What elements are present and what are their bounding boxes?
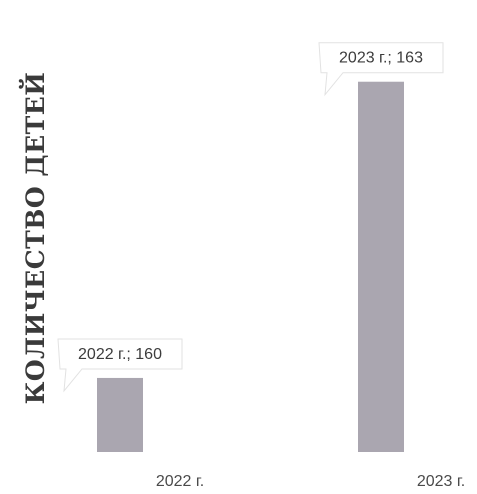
data-label-0: 2022 г.; 160 bbox=[78, 346, 162, 363]
x-tick-labels-group: 2022 г. 2023 г. bbox=[156, 473, 465, 490]
data-label-callout-0 bbox=[57, 338, 183, 393]
x-tick-label-1: 2023 г. bbox=[417, 473, 465, 490]
bar-1 bbox=[358, 81, 404, 452]
data-labels-group: 2022 г.; 160 2023 г.; 163 bbox=[57, 42, 444, 393]
x-tick-label-0: 2022 г. bbox=[156, 473, 204, 490]
data-label-callout-1 bbox=[318, 42, 444, 97]
bar-0 bbox=[97, 377, 143, 452]
data-label-1: 2023 г.; 163 bbox=[339, 50, 423, 67]
bars-group bbox=[97, 81, 404, 452]
y-axis-label: КОЛИЧЕСТВО ДЕТЕЙ bbox=[19, 72, 50, 405]
